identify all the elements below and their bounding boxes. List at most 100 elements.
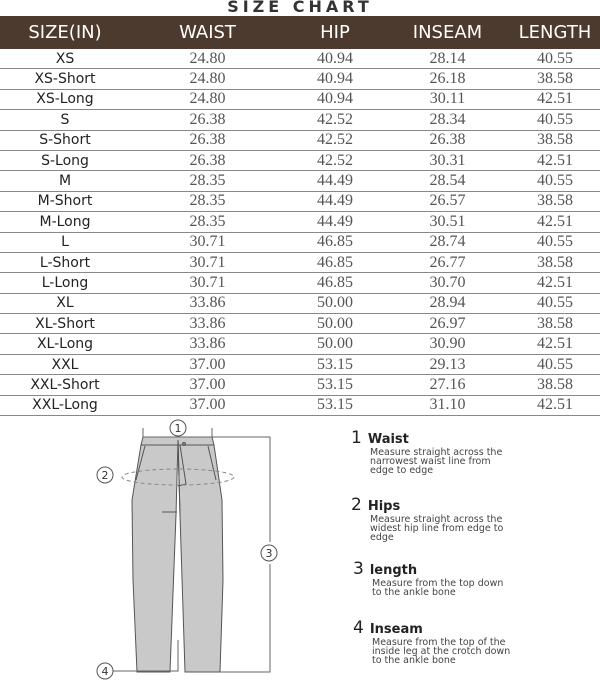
cell-waist: 28.35: [130, 191, 285, 213]
cell-size: L-Long: [0, 272, 130, 294]
length-measure-line: [212, 436, 271, 673]
cell-size: XL-Long: [0, 333, 130, 355]
table-row: M-Short 28.35 44.49 26.57 38.58: [0, 191, 600, 213]
cell-hip: 40.94: [285, 89, 385, 111]
cell-inseam: 26.18: [385, 68, 510, 90]
cell-hip: 53.15: [285, 354, 385, 376]
cell-length: 42.51: [510, 150, 600, 172]
cell-length: 38.58: [510, 313, 600, 335]
legend-desc: Measure from the top down to the ankle b…: [372, 578, 504, 598]
svg-text:4: 4: [102, 665, 109, 678]
cell-inseam: 28.74: [385, 232, 510, 253]
legend-label: Hips: [367, 499, 401, 514]
cell-waist: 24.80: [130, 89, 285, 111]
cell-waist: 26.38: [130, 130, 285, 151]
cell-size: XS-Long: [0, 89, 130, 111]
header-length: LENGTH: [510, 16, 600, 49]
legend-num: 3: [353, 559, 364, 579]
marker-3: 3: [260, 544, 278, 562]
legend-label: Waist: [367, 432, 409, 447]
table-row: L-Long 30.71 46.85 30.70 42.51: [0, 272, 600, 294]
table-row: S-Long 26.38 42.52 30.31 42.51: [0, 150, 600, 172]
pants-illustration: [131, 436, 224, 673]
cell-waist: 30.71: [130, 272, 285, 294]
cell-inseam: 26.38: [385, 130, 510, 151]
table-row: XXL-Short 37.00 53.15 27.16 38.58: [0, 374, 600, 396]
hip-measure-line: [121, 468, 235, 486]
cell-size: S-Long: [0, 150, 130, 172]
cell-waist: 30.71: [130, 232, 285, 253]
cell-size: L-Short: [0, 252, 130, 274]
marker-4: 4: [96, 662, 114, 680]
cell-inseam: 26.57: [385, 191, 510, 213]
cell-length: 40.55: [510, 109, 600, 131]
legend-inseam: 4 Inseam Measure from the top of the insi…: [353, 618, 512, 665]
cell-size: XL-Short: [0, 313, 130, 335]
cell-inseam: 28.34: [385, 109, 510, 131]
legend-num: 4: [353, 618, 364, 638]
cell-hip: 42.52: [285, 130, 385, 151]
legend-hips: 2 Hips Measure straight across the widest…: [351, 495, 510, 542]
table-row: L-Short 30.71 46.85 26.77 38.58: [0, 252, 600, 274]
legend-num: 2: [351, 495, 362, 515]
table-row: S 26.38 42.52 28.34 40.55: [0, 109, 600, 131]
cell-hip: 53.15: [285, 395, 385, 417]
cell-inseam: 27.16: [385, 374, 510, 396]
cell-waist: 28.35: [130, 170, 285, 192]
cell-length: 42.51: [510, 333, 600, 355]
cell-hip: 50.00: [285, 293, 385, 315]
cell-inseam: 30.70: [385, 272, 510, 294]
cell-length: 38.58: [510, 130, 600, 151]
cell-size: M-Long: [0, 211, 130, 233]
cell-length: 40.55: [510, 293, 600, 315]
cell-waist: 26.38: [130, 150, 285, 172]
legend-desc: Measure straight across the narrowest wa…: [370, 447, 503, 476]
cell-size: L: [0, 232, 130, 253]
cell-inseam: 30.51: [385, 211, 510, 233]
waist-measure-line: [142, 428, 213, 438]
cell-size: S-Short: [0, 130, 130, 151]
marker-1: 1: [169, 419, 187, 437]
cell-length: 40.55: [510, 49, 600, 70]
cell-size: XXL: [0, 354, 130, 376]
cell-inseam: 30.11: [385, 89, 510, 111]
svg-text:3: 3: [266, 547, 273, 560]
svg-text:2: 2: [102, 469, 109, 482]
cell-hip: 46.85: [285, 232, 385, 253]
cell-waist: 37.00: [130, 354, 285, 376]
cell-length: 40.55: [510, 232, 600, 253]
cell-length: 38.58: [510, 68, 600, 90]
table-row: XS-Long 24.80 40.94 30.11 42.51: [0, 89, 600, 111]
cell-length: 40.55: [510, 354, 600, 376]
cell-hip: 50.00: [285, 313, 385, 335]
table-row: XXL 37.00 53.15 29.13 40.55: [0, 354, 600, 376]
cell-hip: 40.94: [285, 49, 385, 70]
table-row: M 28.35 44.49 28.54 40.55: [0, 170, 600, 192]
header-inseam: INSEAM: [385, 16, 510, 49]
cell-hip: 40.94: [285, 68, 385, 90]
table-row: XL-Short 33.86 50.00 26.97 38.58: [0, 313, 600, 335]
cell-size: M-Short: [0, 191, 130, 213]
table-row: XL-Long 33.86 50.00 30.90 42.51: [0, 333, 600, 355]
cell-inseam: 28.94: [385, 293, 510, 315]
size-table: SIZE(IN) WAIST HIP INSEAM LENGTH XS 24.80…: [0, 16, 600, 417]
cell-hip: 53.15: [285, 374, 385, 396]
header-hip: HIP: [285, 16, 385, 49]
cell-size: M: [0, 170, 130, 192]
cell-length: 42.51: [510, 89, 600, 111]
cell-waist: 37.00: [130, 374, 285, 396]
table-row: XXL-Long 37.00 53.15 31.10 42.51: [0, 395, 600, 417]
legend-desc: Measure straight across the widest hip l…: [370, 514, 504, 543]
cell-size: XXL-Long: [0, 395, 130, 417]
cell-size: XL: [0, 293, 130, 315]
marker-2: 2: [96, 466, 114, 484]
header-size: SIZE(IN): [0, 16, 130, 49]
cell-hip: 44.49: [285, 191, 385, 213]
cell-waist: 33.86: [130, 313, 285, 335]
cell-inseam: 26.97: [385, 313, 510, 335]
cell-inseam: 30.90: [385, 333, 510, 355]
cell-length: 42.51: [510, 211, 600, 233]
legend-desc: Measure from the top of the inside leg a…: [372, 637, 511, 666]
legend-num: 1: [351, 428, 362, 448]
